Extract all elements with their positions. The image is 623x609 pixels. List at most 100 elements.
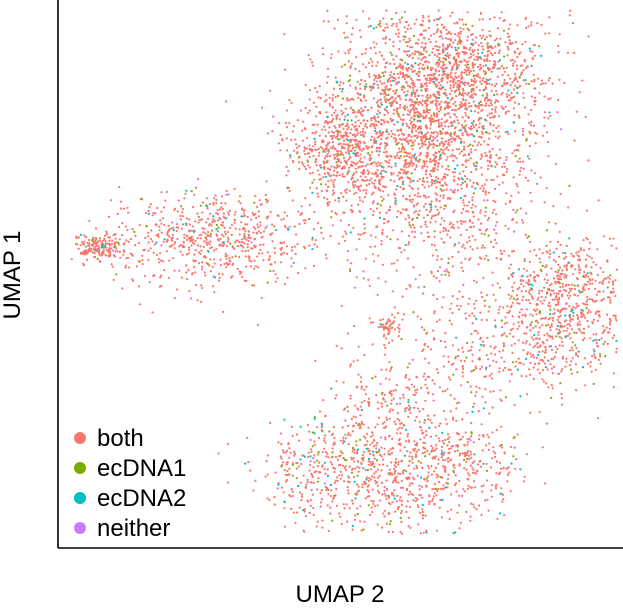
scatter-point-both [526,282,530,285]
scatter-point-both [412,499,415,502]
scatter-point-both [505,110,508,114]
scatter-point-ecDNA1 [367,504,370,507]
scatter-point-both [423,165,426,168]
scatter-point-both [206,207,209,210]
scatter-point-both [463,147,466,150]
scatter-point-both [433,19,436,22]
scatter-point-both [449,76,452,79]
scatter-point-both [343,189,347,192]
scatter-point-both [316,245,319,248]
scatter-point-both [402,194,405,198]
scatter-point-both [437,122,441,125]
scatter-point-both [397,472,400,475]
scatter-point-both [254,195,257,198]
scatter-point-both [389,104,392,107]
scatter-point-both [443,173,446,176]
scatter-point-both [588,297,591,300]
scatter-point-both [590,266,593,269]
scatter-point-both [256,223,259,226]
scatter-point-both [615,351,618,354]
scatter-point-both [570,287,574,290]
scatter-point-both [398,171,401,174]
scatter-point-both [387,219,390,223]
scatter-point-both [422,117,425,120]
scatter-point-neither [560,128,563,131]
scatter-point-both [536,368,539,371]
scatter-point-both [350,33,353,36]
scatter-point-both [535,313,538,316]
scatter-point-both [544,82,547,85]
scatter-point-both [603,340,607,343]
scatter-point-both [385,23,388,26]
scatter-point-both [441,74,444,77]
scatter-point-both [421,292,424,295]
scatter-point-both [360,461,363,464]
scatter-point-both [511,315,514,318]
scatter-point-ecDNA2 [456,164,459,167]
scatter-point-both [460,211,463,215]
scatter-point-both [501,73,504,76]
scatter-point-both [462,154,465,157]
scatter-point-both [423,74,426,77]
scatter-point-both [384,346,387,349]
scatter-point-both [513,60,516,63]
scatter-point-both [487,191,490,194]
scatter-point-both [529,361,532,365]
scatter-point-both [547,79,550,82]
scatter-point-both [189,240,192,243]
scatter-point-both [182,240,185,243]
scatter-point-both [507,35,510,39]
scatter-point-both [372,321,375,324]
scatter-point-both [439,206,442,209]
scatter-point-both [522,279,525,282]
scatter-point-ecDNA2 [346,113,349,116]
scatter-point-both [393,306,396,309]
scatter-point-both [569,324,572,327]
scatter-point-both [501,181,504,184]
scatter-point-both [495,126,498,130]
scatter-point-ecDNA2 [192,229,195,232]
scatter-point-both [369,513,372,517]
scatter-point-both [464,102,467,105]
scatter-point-both [591,355,594,358]
scatter-point-both [354,135,357,138]
scatter-point-both [186,277,189,281]
scatter-point-ecDNA2 [350,119,353,122]
scatter-point-both [334,199,337,202]
scatter-point-both [563,320,567,323]
scatter-point-both [446,44,449,47]
scatter-point-both [350,204,353,207]
scatter-point-both [482,70,485,73]
scatter-point-both [333,191,336,195]
scatter-point-both [438,46,441,49]
scatter-point-both [379,20,382,23]
scatter-point-both [185,238,188,242]
scatter-point-ecDNA1 [576,371,579,374]
scatter-point-both [163,223,166,227]
scatter-point-both [215,211,218,215]
scatter-point-ecDNA2 [206,205,209,208]
scatter-point-both [449,98,453,101]
scatter-point-both [399,211,402,214]
scatter-point-ecDNA1 [180,205,183,208]
scatter-point-both [463,195,466,198]
scatter-point-both [161,217,164,220]
scatter-point-both [355,18,358,21]
scatter-point-both [456,221,459,224]
scatter-point-both [544,348,547,351]
scatter-point-both [433,77,436,80]
scatter-point-both [538,289,541,292]
scatter-point-both [332,117,335,120]
scatter-point-both [246,223,249,226]
scatter-point-both [405,152,408,155]
scatter-point-both [410,135,413,138]
scatter-point-both [411,148,414,151]
scatter-point-both [327,172,330,175]
scatter-point-both [360,165,363,168]
scatter-point-both [326,204,329,207]
scatter-point-both [335,118,338,121]
scatter-point-both [384,66,387,69]
scatter-point-ecDNA1 [335,161,338,164]
scatter-point-both [356,161,359,164]
scatter-point-both [346,173,349,176]
